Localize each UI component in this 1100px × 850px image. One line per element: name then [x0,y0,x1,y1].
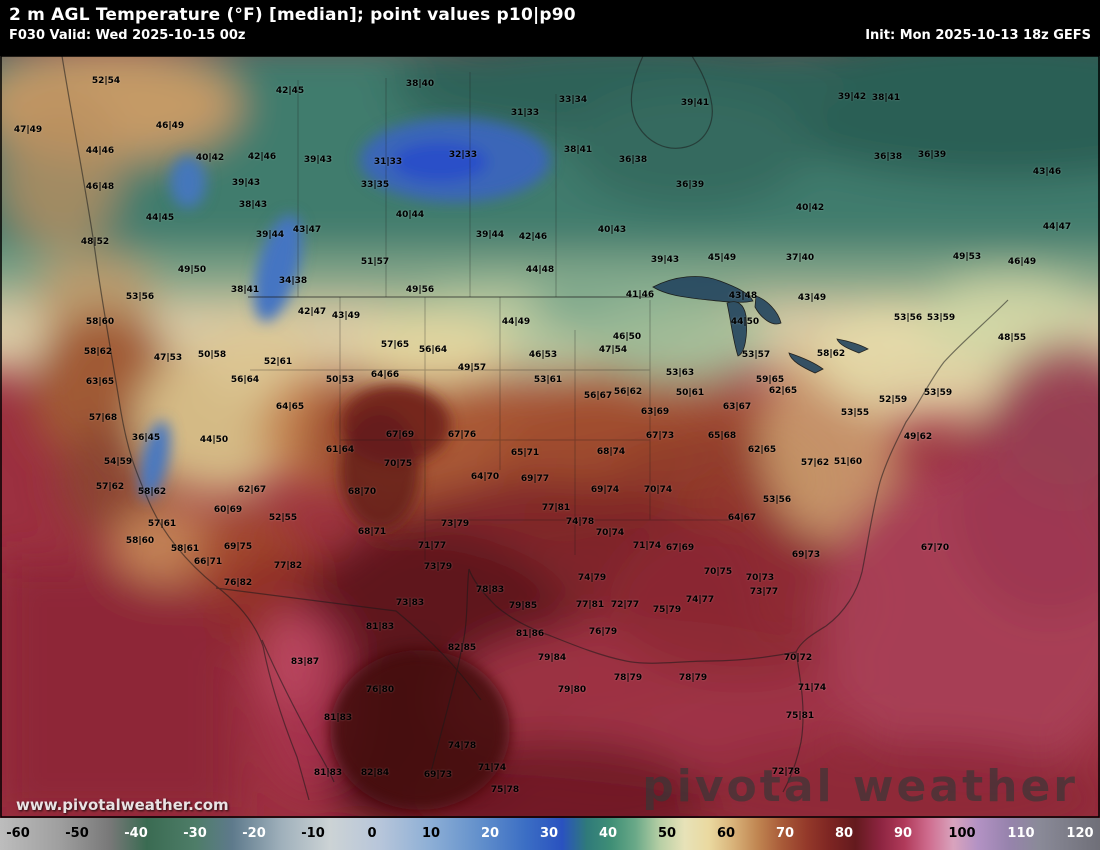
map-title: 2 m AGL Temperature (°F) [median]; point… [9,5,576,25]
colorbar-tick: 120 [1066,826,1094,841]
colorbar-tick: 40 [598,826,618,841]
colorbar-tick: 100 [948,826,976,841]
colorbar-tick: -40 [124,826,148,841]
colorbar-ticks: -60 -50 -40 -30 -20 -10 0 10 20 30 40 50 60 70 80 90 100… [0,818,1100,850]
watermark-url: www.pivotalweather.com [16,796,229,814]
header: 2 m AGL Temperature (°F) [median]; point… [0,0,1100,56]
init-time: Init: Mon 2025-10-13 18z GEFS [865,28,1091,43]
valid-time: F030 Valid: Wed 2025-10-15 00z [9,28,246,43]
watermark-brand: pivotal weather [642,761,1078,812]
colorbar-tick: 0 [367,826,377,841]
great-lakes [652,276,869,374]
colorbar-tick: -10 [301,826,325,841]
colorbar-tick: 10 [421,826,441,841]
colorbar-tick: 50 [657,826,677,841]
state-province-lines [250,72,730,560]
colorbar: -60 -50 -40 -30 -20 -10 0 10 20 30 40 50 60 70 80 90 100… [0,818,1100,850]
map-frame [0,55,1100,818]
colorbar-tick: 80 [834,826,854,841]
colorbar-tick: 60 [716,826,736,841]
colorbar-tick: 110 [1007,826,1035,841]
colorbar-tick: 70 [775,826,795,841]
colorbar-tick: -60 [6,826,30,841]
colorbar-tick: 90 [893,826,913,841]
colorbar-tick: 30 [539,826,559,841]
colorbar-tick: -20 [242,826,266,841]
colorbar-gradient [0,818,1100,850]
colorbar-tick: -50 [65,826,89,841]
coastline-borders [61,56,1009,801]
colorbar-tick: -30 [183,826,207,841]
colorbar-tick: 20 [480,826,500,841]
